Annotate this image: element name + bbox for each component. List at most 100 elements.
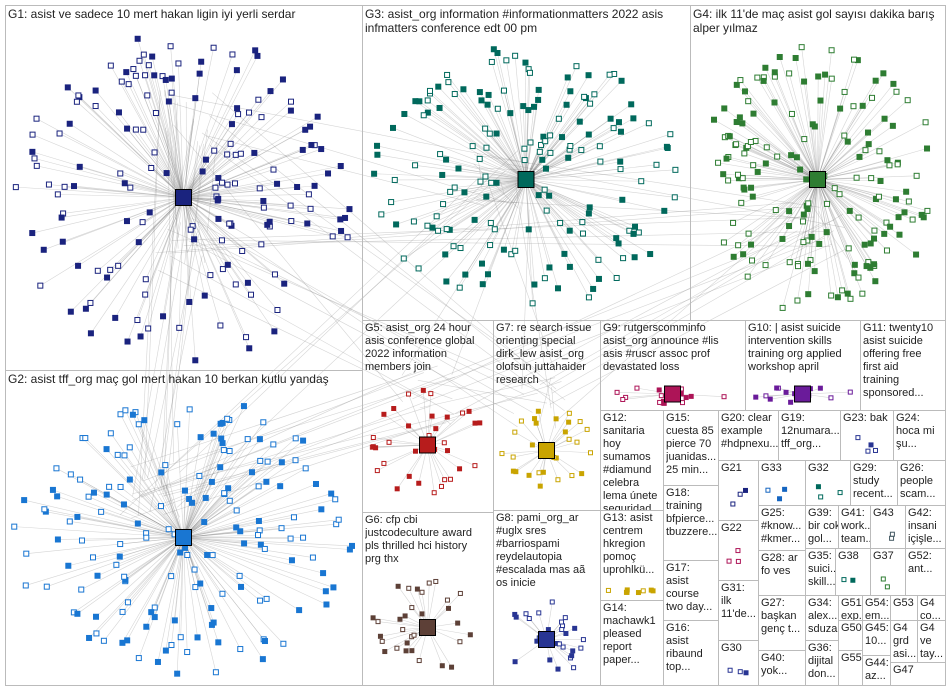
node <box>137 333 144 340</box>
edge <box>183 537 291 539</box>
edge <box>817 179 877 200</box>
node <box>64 84 71 91</box>
edge <box>124 455 184 538</box>
group-box <box>718 580 759 641</box>
node <box>123 218 130 225</box>
edge <box>522 106 527 180</box>
edge <box>525 146 667 180</box>
edge <box>525 161 601 180</box>
edge <box>171 78 184 198</box>
node <box>542 138 549 145</box>
node <box>610 125 617 132</box>
node <box>148 164 155 171</box>
node <box>788 152 795 159</box>
edge <box>183 194 309 198</box>
node <box>220 447 227 454</box>
node <box>107 266 114 273</box>
node <box>332 496 339 503</box>
node <box>564 74 571 81</box>
edge <box>765 179 818 266</box>
node <box>198 58 205 65</box>
node <box>894 161 901 168</box>
edge <box>183 90 271 198</box>
edge <box>85 437 184 538</box>
node <box>532 416 538 422</box>
node <box>460 410 466 416</box>
edge <box>481 100 527 180</box>
edge <box>162 76 184 198</box>
node <box>856 153 863 160</box>
edge <box>525 179 665 212</box>
node <box>171 617 178 624</box>
edge <box>183 537 188 653</box>
node <box>795 263 802 270</box>
edge <box>123 537 184 577</box>
node <box>850 103 857 110</box>
node <box>536 470 542 476</box>
node <box>443 156 450 163</box>
node <box>561 250 568 257</box>
edge <box>415 100 527 180</box>
edge <box>95 90 184 198</box>
edge <box>439 107 527 180</box>
node <box>801 78 808 85</box>
node <box>613 235 620 242</box>
edge <box>549 247 848 405</box>
edge <box>145 197 184 280</box>
node <box>237 150 244 157</box>
edge <box>183 422 223 538</box>
node <box>401 110 408 117</box>
node <box>617 166 624 173</box>
node <box>124 637 131 644</box>
node <box>745 98 752 105</box>
node <box>762 160 769 167</box>
node <box>521 157 528 164</box>
node <box>451 91 458 98</box>
node <box>53 465 60 472</box>
edge <box>179 150 519 473</box>
edge <box>106 448 184 538</box>
node <box>535 86 542 93</box>
node <box>117 541 124 548</box>
node <box>406 585 412 591</box>
node <box>118 78 125 85</box>
edge <box>183 509 322 538</box>
node <box>194 634 201 641</box>
edge <box>183 443 223 538</box>
node <box>329 233 336 240</box>
edge <box>77 516 184 538</box>
edge <box>817 50 832 180</box>
node <box>270 441 277 448</box>
node <box>135 239 142 246</box>
node <box>905 198 912 205</box>
node <box>723 155 730 162</box>
edge <box>183 433 214 538</box>
node <box>386 439 392 445</box>
node <box>881 115 888 122</box>
node <box>141 417 148 424</box>
node <box>300 437 307 444</box>
node <box>189 499 196 506</box>
node <box>238 583 245 590</box>
node <box>721 105 728 112</box>
edge <box>120 173 184 198</box>
edge <box>774 76 818 180</box>
edge <box>163 102 178 492</box>
edge <box>166 118 194 254</box>
node <box>274 180 281 187</box>
node <box>192 95 199 102</box>
edge <box>445 159 527 180</box>
edge <box>183 537 284 644</box>
edge <box>114 197 184 319</box>
edge <box>476 198 518 203</box>
node <box>211 147 218 154</box>
node <box>431 490 437 496</box>
node <box>721 394 727 400</box>
edge <box>95 105 184 198</box>
edge <box>744 91 818 180</box>
edge <box>140 219 835 498</box>
node <box>895 214 902 221</box>
edge <box>817 179 859 278</box>
edge <box>170 255 455 415</box>
node <box>374 468 380 474</box>
